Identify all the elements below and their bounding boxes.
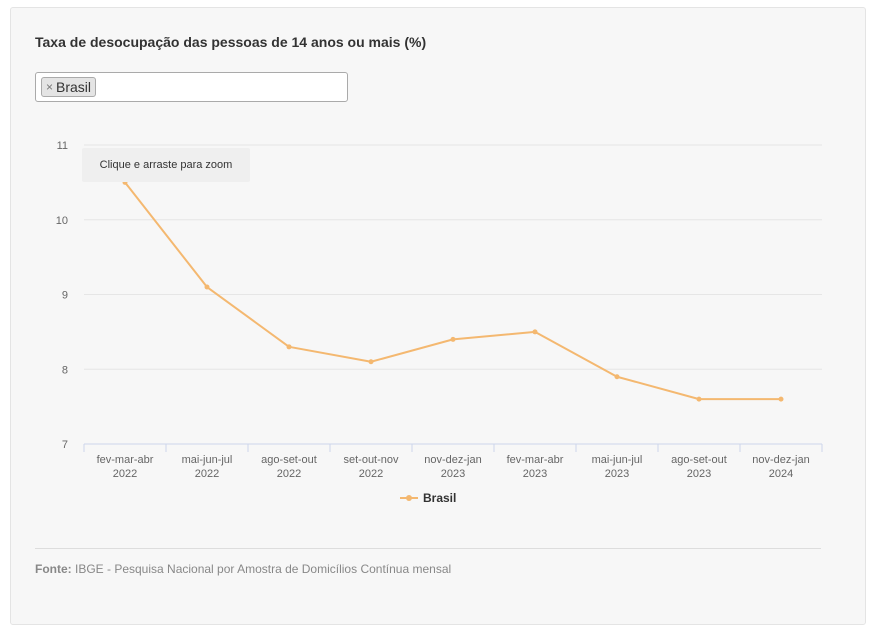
legend-label: Brasil <box>423 491 457 505</box>
chart-title: Taxa de desocupação das pessoas de 14 an… <box>35 34 427 50</box>
remove-tag-icon[interactable]: × <box>46 80 54 94</box>
x-tick-label: mai-jun-jul 2022 <box>182 454 233 480</box>
y-tick-label: 8 <box>62 364 68 376</box>
data-point <box>286 344 292 350</box>
y-tick-label: 7 <box>62 439 68 451</box>
legend-swatch <box>400 495 418 501</box>
x-tick-label: ago-set-out 2023 <box>671 454 727 480</box>
legend-item-brasil[interactable]: Brasil <box>400 491 456 505</box>
data-point <box>696 396 702 402</box>
chart-card <box>10 7 866 625</box>
data-point <box>532 329 538 335</box>
data-point <box>614 374 620 380</box>
source-note: Fonte: IBGE - Pesquisa Nacional por Amos… <box>35 562 451 576</box>
region-filter-select[interactable]: × Brasil <box>35 72 348 102</box>
source-label: Fonte: <box>35 562 72 576</box>
y-tick-label: 10 <box>56 215 68 227</box>
data-point <box>778 396 784 402</box>
data-point <box>450 336 456 342</box>
x-tick-label: fev-mar-abr 2023 <box>507 454 564 480</box>
x-tick-label: nov-dez-jan 2023 <box>424 454 481 480</box>
x-tick-label: set-out-nov 2022 <box>343 454 399 480</box>
x-tick-label: mai-jun-jul 2023 <box>592 454 643 480</box>
divider <box>35 548 821 549</box>
x-tick-label: fev-mar-abr 2022 <box>97 454 154 480</box>
series-line-brasil <box>124 181 782 401</box>
y-tick-label: 11 <box>57 140 68 152</box>
y-tick-label: 9 <box>62 290 68 302</box>
data-point <box>368 359 374 365</box>
x-tick-label: ago-set-out 2022 <box>261 454 317 480</box>
data-point <box>204 284 210 290</box>
selected-region-tag: × Brasil <box>41 77 97 97</box>
source-text: IBGE - Pesquisa Nacional por Amostra de … <box>71 562 452 576</box>
selected-region-label: Brasil <box>56 79 92 95</box>
x-tick-label: nov-dez-jan 2024 <box>752 454 809 480</box>
zoom-hint-tooltip: Clique e arraste para zoom <box>82 148 250 182</box>
